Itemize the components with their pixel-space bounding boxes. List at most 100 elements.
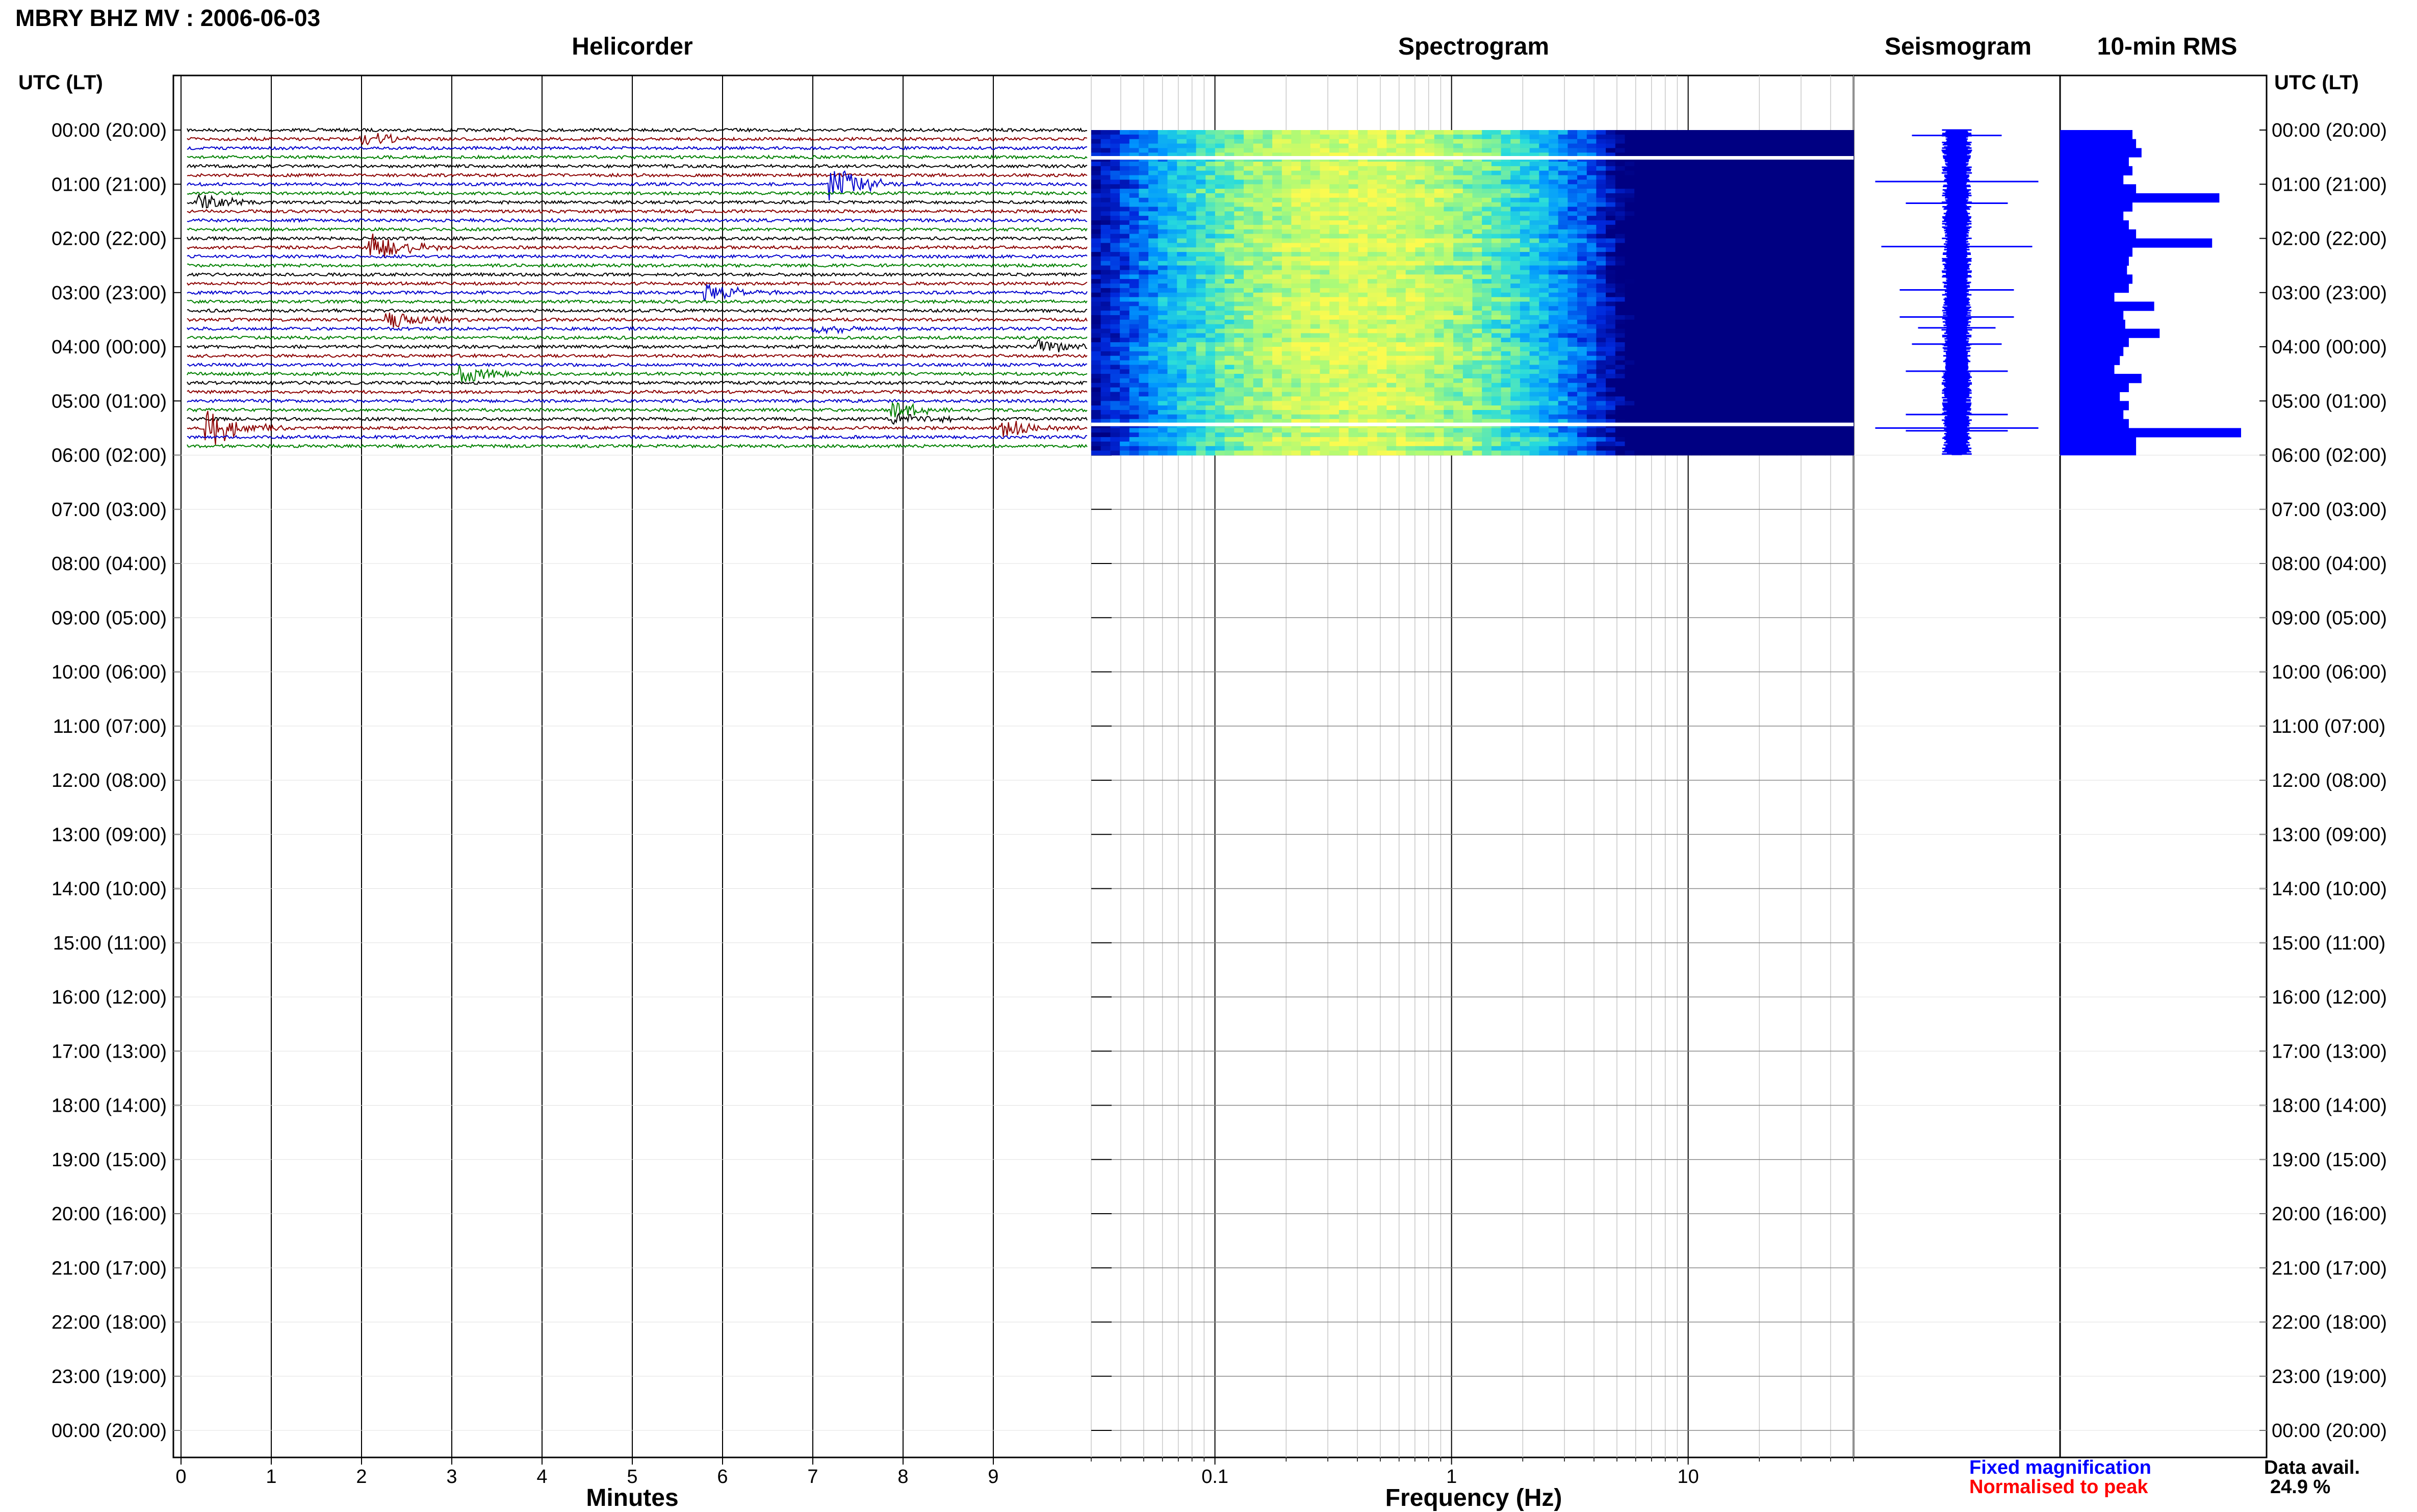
- helicorder-trace: [187, 381, 1087, 385]
- helicorder-x-tick-label: 0: [175, 1466, 186, 1488]
- left-time-label: 06:00 (02:00): [52, 445, 167, 467]
- right-time-label: 10:00 (06:00): [2272, 662, 2387, 683]
- helicorder-trace: [187, 129, 1087, 132]
- helicorder-trace: [187, 237, 1087, 240]
- right-time-label: 02:00 (22:00): [2272, 228, 2387, 250]
- helicorder-trace: [187, 282, 1087, 285]
- right-time-label: 00:00 (20:00): [2272, 1420, 2387, 1442]
- seismogram-core: [1952, 130, 1962, 455]
- right-time-label: 00:00 (20:00): [2272, 120, 2387, 141]
- helicorder-trace: [187, 165, 1087, 168]
- rms-bar: [2060, 392, 2120, 401]
- right-time-label: 03:00 (23:00): [2272, 283, 2387, 304]
- helicorder-trace: [187, 354, 1087, 357]
- helicorder-trace: [187, 435, 1087, 439]
- right-time-label: 18:00 (14:00): [2272, 1095, 2387, 1117]
- right-time-label: 15:00 (11:00): [2272, 933, 2385, 954]
- rms-bar: [2060, 365, 2115, 374]
- rms-bar: [2060, 293, 2115, 302]
- left-time-label: 12:00 (08:00): [52, 770, 167, 791]
- helicorder-trace: [187, 210, 1087, 213]
- left-time-label: 04:00 (00:00): [52, 337, 167, 358]
- left-time-label: 03:00 (23:00): [52, 283, 167, 304]
- rms-bar: [2060, 148, 2142, 157]
- left-time-label: 18:00 (14:00): [52, 1095, 167, 1117]
- spectrogram-x-tick-label: 0.1: [1201, 1466, 1228, 1488]
- rms-bar: [2060, 184, 2136, 193]
- helicorder-x-tick-label: 1: [266, 1466, 276, 1488]
- left-time-label: 08:00 (04:00): [52, 553, 167, 575]
- helicorder-trace: [187, 445, 1087, 448]
- right-time-label: 09:00 (05:00): [2272, 607, 2387, 629]
- helicorder-trace: [187, 391, 1087, 394]
- left-time-label: 22:00 (18:00): [52, 1312, 167, 1334]
- right-time-label: 21:00 (17:00): [2272, 1258, 2387, 1279]
- right-time-label: 06:00 (02:00): [2272, 445, 2387, 467]
- right-time-label: 11:00 (07:00): [2272, 716, 2385, 737]
- helicorder-trace: [187, 363, 1087, 366]
- helicorder-x-tick-label: 5: [627, 1466, 637, 1488]
- left-time-label: 14:00 (10:00): [52, 879, 167, 900]
- right-time-label: 07:00 (03:00): [2272, 499, 2387, 521]
- helicorder-trace: [187, 326, 1087, 333]
- helicorder-trace: [187, 340, 1087, 352]
- helicorder-x-tick-label: 4: [536, 1466, 547, 1488]
- spectrogram-x-tick-label: 1: [1446, 1466, 1457, 1488]
- helicorder-trace: [187, 399, 1087, 402]
- helicorder-trace: [187, 133, 1087, 144]
- right-time-label: 04:00 (00:00): [2272, 337, 2387, 358]
- helicorder-trace: [187, 285, 1087, 300]
- right-time-label: 05:00 (01:00): [2272, 391, 2387, 412]
- helicorder-trace: [187, 365, 1087, 382]
- right-time-label: 01:00 (21:00): [2272, 174, 2387, 195]
- right-time-label: 12:00 (08:00): [2272, 770, 2387, 791]
- rms-bar: [2060, 311, 2123, 320]
- left-time-label: 13:00 (09:00): [52, 824, 167, 845]
- rms-bar: [2060, 130, 2132, 139]
- rms-bar: [2060, 193, 2219, 202]
- rms-bar: [2060, 428, 2241, 437]
- rms-bar: [2060, 220, 2129, 229]
- helicorder-trace: [187, 192, 1087, 195]
- left-time-label: 05:00 (01:00): [52, 391, 167, 412]
- helicorder-trace: [187, 228, 1087, 231]
- right-time-label: 22:00 (18:00): [2272, 1312, 2387, 1334]
- rms-bar: [2060, 320, 2125, 329]
- left-time-label: 19:00 (15:00): [52, 1149, 167, 1171]
- left-time-label: 00:00 (20:00): [52, 1420, 167, 1442]
- rms-bar: [2060, 437, 2136, 446]
- helicorder-trace: [187, 300, 1087, 303]
- rms-bar: [2060, 274, 2132, 284]
- rms-bar: [2060, 266, 2127, 275]
- rms-bar: [2060, 347, 2123, 356]
- rms-bar: [2060, 229, 2136, 239]
- helicorder-trace: [187, 313, 1087, 327]
- left-time-label: 09:00 (05:00): [52, 607, 167, 629]
- rms-bar: [2060, 247, 2132, 257]
- spectrogram-image: [1091, 130, 1854, 455]
- rms-bar: [2060, 419, 2129, 428]
- helicorder-trace: [187, 414, 1087, 424]
- left-time-label: 07:00 (03:00): [52, 499, 167, 521]
- helicorder-trace: [187, 403, 1087, 417]
- rms-bar: [2060, 202, 2132, 212]
- helicorder-trace: [187, 411, 1087, 445]
- rms-bar: [2060, 166, 2132, 175]
- helicorder-x-tick-label: 3: [446, 1466, 457, 1488]
- rms-bar: [2060, 401, 2129, 410]
- rms-bar: [2060, 239, 2212, 248]
- right-time-label: 23:00 (19:00): [2272, 1366, 2387, 1388]
- right-time-label: 08:00 (04:00): [2272, 553, 2387, 575]
- left-time-label: 11:00 (07:00): [53, 716, 167, 737]
- rms-bar: [2060, 175, 2123, 185]
- right-time-label: 13:00 (09:00): [2272, 824, 2387, 845]
- spectrogram-data-gap: [1091, 156, 1854, 160]
- helicorder-x-tick-label: 9: [988, 1466, 998, 1488]
- rms-bar: [2060, 356, 2120, 365]
- helicorder-x-tick-label: 7: [807, 1466, 818, 1488]
- left-time-label: 15:00 (11:00): [53, 933, 167, 954]
- left-time-label: 20:00 (16:00): [52, 1203, 167, 1225]
- left-time-label: 02:00 (22:00): [52, 228, 167, 250]
- rms-bar: [2060, 284, 2129, 293]
